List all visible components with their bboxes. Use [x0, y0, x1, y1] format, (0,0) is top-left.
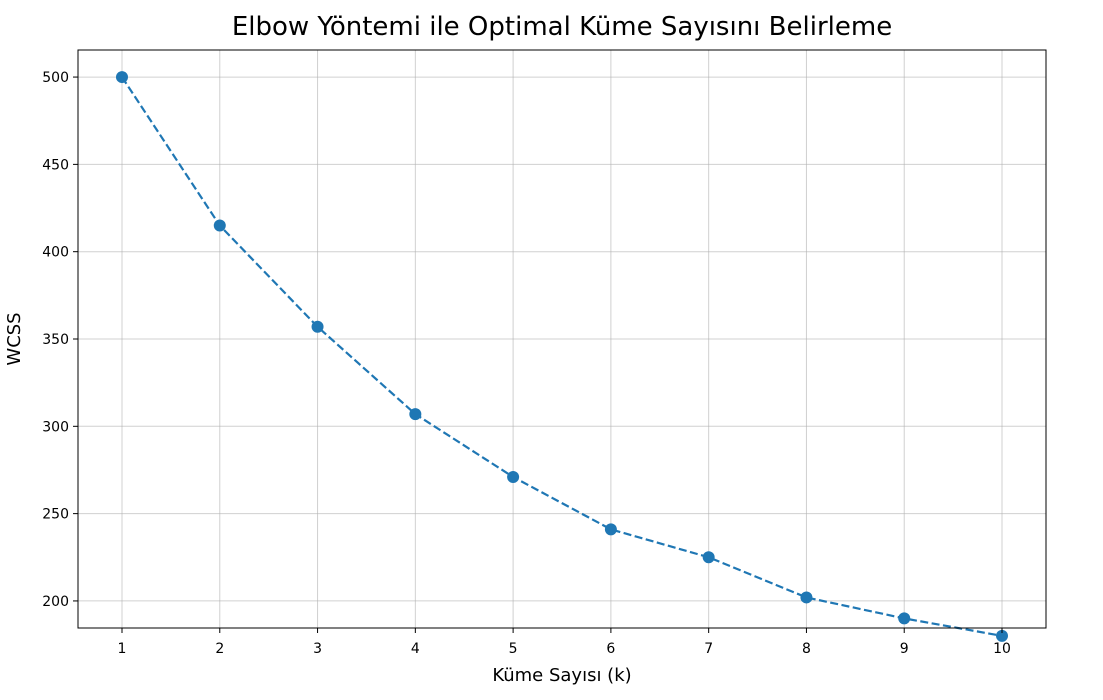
data-point: [996, 629, 1008, 642]
data-point: [898, 612, 911, 625]
y-axis-label: WCSS: [4, 312, 25, 365]
axis-layer: 1 2 3 4 5 6 7 8 9 10 200 250 300 350 400 450 500: [42, 70, 1011, 657]
x-tick-label: 6: [606, 641, 615, 657]
data-point: [800, 591, 813, 604]
x-axis-label: Küme Sayısı (k): [492, 665, 631, 686]
x-tick-label: 4: [411, 641, 420, 657]
y-tick-label: 350: [42, 332, 69, 348]
data-point: [604, 523, 617, 536]
x-tick-label: 1: [118, 641, 127, 657]
y-tick-label: 400: [42, 245, 69, 261]
data-point: [116, 71, 128, 84]
data-point: [409, 408, 422, 421]
x-tick-label: 7: [704, 641, 713, 657]
x-tick-label: 5: [509, 641, 518, 657]
data-point: [213, 219, 226, 232]
data-point: [311, 320, 324, 333]
data-point: [702, 551, 715, 564]
x-tick-label: 2: [215, 641, 224, 657]
x-tick-label: 10: [993, 641, 1011, 657]
y-tick-label: 300: [42, 419, 69, 435]
y-tick-label: 200: [42, 594, 69, 610]
grid-lines: [78, 50, 1046, 628]
y-tick-label: 500: [42, 70, 69, 86]
y-tick-label: 250: [42, 507, 69, 523]
series-layer: [116, 71, 1008, 642]
x-tick-label: 3: [313, 641, 322, 657]
chart-title: Elbow Yöntemi ile Optimal Küme Sayısını …: [231, 12, 893, 42]
x-tick-label: 9: [900, 641, 909, 657]
y-tick-label: 450: [42, 157, 69, 173]
data-point: [507, 470, 520, 483]
series-line: [121, 76, 1003, 637]
x-tick-label: 8: [802, 641, 811, 657]
